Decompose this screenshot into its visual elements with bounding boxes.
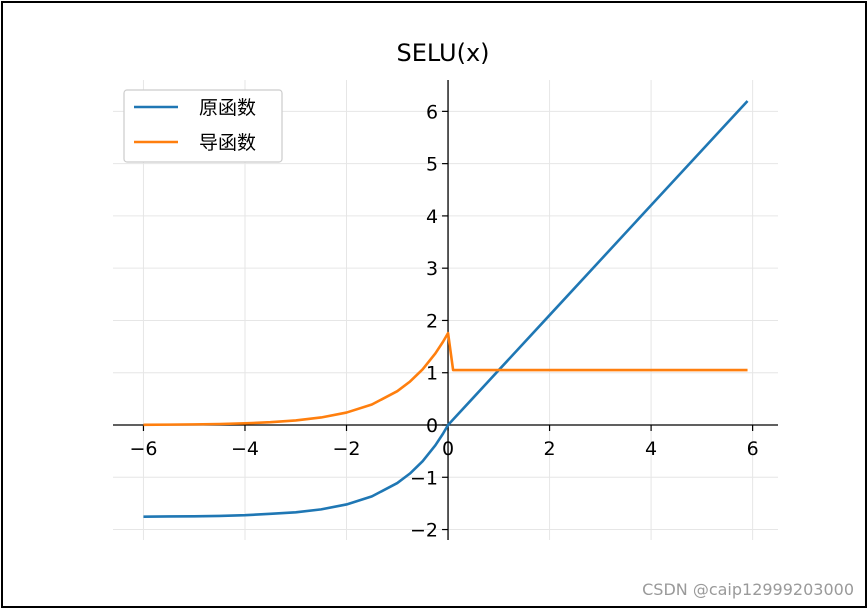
x-tick-label: 2 — [544, 438, 556, 460]
y-tick-label: 6 — [426, 101, 438, 123]
legend-label-derivative: 导函数 — [199, 132, 256, 154]
y-tick-label: −2 — [410, 520, 438, 542]
x-tick-label: 4 — [645, 438, 657, 460]
series — [143, 100, 749, 518]
series-line-original — [143, 100, 749, 518]
y-tick-label: 4 — [426, 206, 438, 228]
y-tick-label: 3 — [426, 258, 438, 280]
x-tick-label: −4 — [231, 438, 259, 460]
x-tick-label: 6 — [747, 438, 759, 460]
csdn-watermark: CSDN @caip12999203000 — [642, 580, 854, 599]
series-line-derivative — [143, 331, 748, 427]
chart-title: SELU(x) — [396, 39, 489, 67]
y-tick-label: 1 — [426, 363, 438, 385]
x-tick-label: −2 — [333, 438, 361, 460]
legend: 原函数 导函数 — [123, 89, 283, 163]
x-tick-label: 0 — [442, 438, 454, 460]
legend-label-original: 原函数 — [199, 97, 256, 119]
y-tick-label: −1 — [410, 467, 438, 489]
y-tick-label: 0 — [426, 415, 438, 437]
y-tick-label: 2 — [426, 310, 438, 332]
y-tick-label: 5 — [426, 154, 438, 176]
x-tick-label: −6 — [129, 438, 157, 460]
